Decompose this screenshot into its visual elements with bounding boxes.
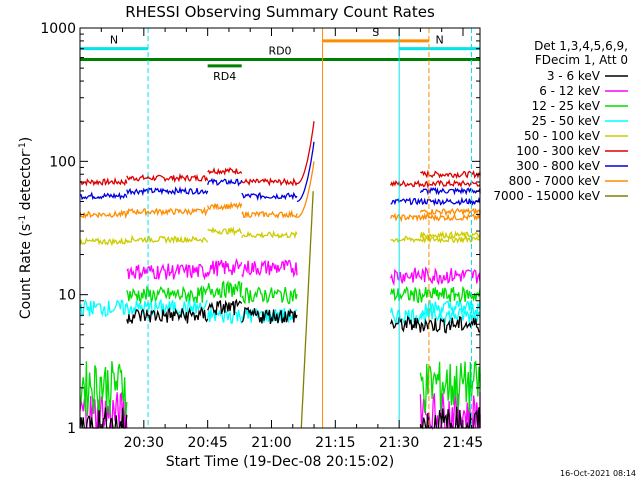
x-tick-label: 20:45 xyxy=(187,435,227,451)
series-6-12-kev-segment xyxy=(390,266,481,287)
series-3-6-kev-segment xyxy=(389,315,481,334)
x-axis: 20:30 20:45 21:00 21:15 21:30 21:45 xyxy=(100,28,483,451)
y-axis-label: Count Rate (s-1 detector-1) xyxy=(18,137,34,319)
series-300-800-kev-segment xyxy=(126,185,209,197)
plot-layer xyxy=(79,121,481,431)
chart-title: RHESSI Observing Summary Count Rates xyxy=(125,3,435,21)
series-100-300-kev-segment xyxy=(79,176,128,187)
series-50-100-kev-segment xyxy=(241,230,298,240)
series-50-100-kev-segment xyxy=(419,230,481,240)
footer-date: 16-Oct-2021 08:14 xyxy=(560,469,636,478)
series-25-50-kev-segment xyxy=(126,298,209,319)
series-25-50-kev-segment xyxy=(207,308,243,324)
series-800-7000-kev-segment xyxy=(389,212,481,223)
series-800-7000-kev-segment xyxy=(79,209,128,220)
series-50-100-kev-segment xyxy=(79,236,128,247)
legend-header-line: Det 1,3,4,5,6,9, xyxy=(534,39,628,53)
series-300-800-kev-rise xyxy=(296,141,315,203)
series-3-6-kev-segment xyxy=(207,298,243,316)
series-12-25-kev-segment xyxy=(79,361,128,417)
legend-label: 100 - 300 keV xyxy=(516,144,600,158)
y-axis-label-part: ) xyxy=(18,137,34,142)
legend-label: 6 - 12 keV xyxy=(539,84,601,98)
x-axis-label: Start Time (19-Dec-08 20:15:02) xyxy=(166,454,394,470)
series-12-25-kev-segment xyxy=(207,280,243,299)
legend-label: 25 - 50 keV xyxy=(532,114,601,128)
series-300-800-kev-segment xyxy=(241,191,298,202)
legend-label: 12 - 25 keV xyxy=(532,99,601,113)
y-tick-label: 100 xyxy=(49,154,76,170)
x-tick-label: 21:45 xyxy=(443,435,483,451)
series-6-12-kev-segment xyxy=(207,257,243,277)
series-800-7000-kev-rise xyxy=(296,161,315,219)
legend-label: 300 - 800 keV xyxy=(516,159,600,173)
series-3-6-kev-segment xyxy=(241,306,298,325)
series-50-100-kev-segment xyxy=(207,226,243,237)
series-800-7000-kev-segment xyxy=(126,206,209,217)
series-800-7000-kev-segment xyxy=(207,201,243,211)
x-tick-label: 21:30 xyxy=(379,435,419,451)
series-300-800-kev-segment xyxy=(390,196,481,207)
series-6-12-kev-segment xyxy=(241,259,298,279)
series-7000-15000-kev-rise xyxy=(300,191,314,429)
series-300-800-kev-segment xyxy=(79,191,128,201)
series-300-800-kev-segment xyxy=(207,177,243,187)
legend-header-line: FDecim 1, Att 0 xyxy=(535,53,628,67)
y-axis-label-part: Count Rate (s xyxy=(18,224,34,319)
flag-label-n: N xyxy=(435,34,443,47)
series-100-300-kev-segment xyxy=(126,172,209,183)
series-100-300-kev-segment xyxy=(207,166,243,176)
series-25-50-kev-segment xyxy=(419,299,481,317)
series-100-300-kev-segment xyxy=(389,179,481,189)
y-axis-label-sup: -1 xyxy=(18,215,28,224)
y-tick-label: 1000 xyxy=(40,21,76,37)
plot-frame xyxy=(79,27,481,429)
series-800-7000-kev-segment xyxy=(241,209,298,220)
y-tick-label: 10 xyxy=(58,288,76,304)
flag-label-rd4: RD4 xyxy=(213,70,236,83)
legend-label: 3 - 6 keV xyxy=(547,69,601,83)
legend: Det 1,3,4,5,6,9, FDecim 1, Att 0 3 - 6 k… xyxy=(493,39,628,203)
series-100-300-kev-segment xyxy=(241,177,298,187)
series-50-100-kev-segment xyxy=(126,234,209,245)
series-100-300-kev-segment xyxy=(419,169,481,180)
flag-label-s: S xyxy=(372,26,379,39)
series-25-50-kev-segment xyxy=(79,298,128,318)
series-100-300-kev-rise xyxy=(296,121,315,185)
series-12-25-kev-segment xyxy=(419,360,481,413)
x-tick-label: 21:00 xyxy=(251,435,291,451)
legend-label: 800 - 7000 keV xyxy=(509,174,601,188)
legend-label: 7000 - 15000 keV xyxy=(493,189,600,203)
series-12-25-kev-segment xyxy=(241,286,298,305)
series-12-25-kev-segment xyxy=(389,285,481,304)
y-axis-label-sup: -1 xyxy=(18,142,28,151)
legend-label: 50 - 100 keV xyxy=(524,129,601,143)
flags-layer: N N S RD0 RD4 xyxy=(80,26,480,83)
series-6-12-kev-segment xyxy=(126,263,209,281)
series-300-800-kev-segment xyxy=(419,186,481,196)
y-axis: 1 10 100 1000 xyxy=(40,21,480,437)
x-tick-label: 20:30 xyxy=(124,435,164,451)
flag-label-n: N xyxy=(110,34,118,47)
x-tick-label: 21:15 xyxy=(315,435,355,451)
series-3-6-kev-segment xyxy=(126,306,209,324)
y-axis-label-part: detector xyxy=(18,151,34,215)
series-800-7000-kev-segment xyxy=(419,207,481,217)
y-tick-label: 1 xyxy=(67,421,76,437)
series-12-25-kev-segment xyxy=(126,284,208,305)
flag-label-rd0: RD0 xyxy=(268,45,291,58)
